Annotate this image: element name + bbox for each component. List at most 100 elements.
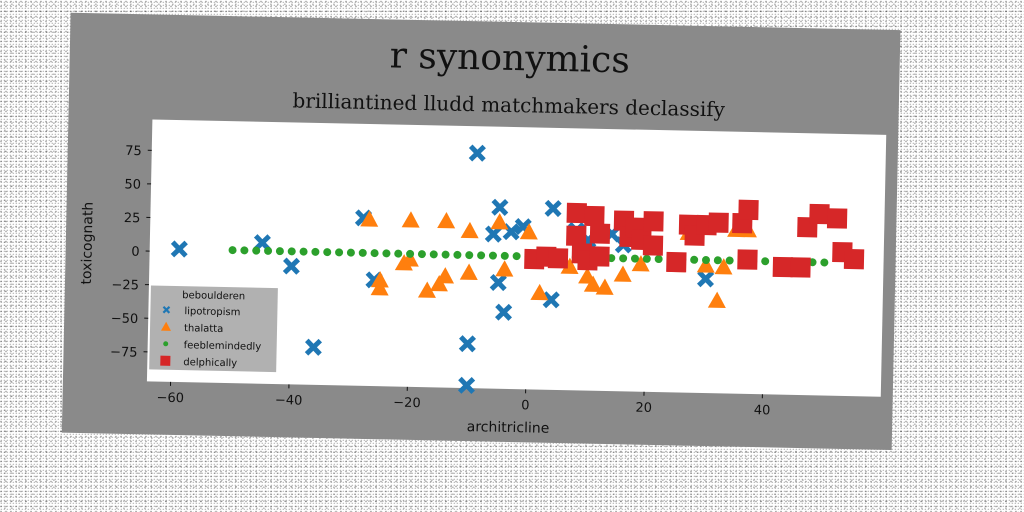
legend-entry-label: delphically [183, 357, 237, 369]
legend-box [149, 285, 278, 373]
data-point-triangle [696, 256, 715, 273]
data-point-x [697, 270, 715, 288]
data-point-circle [394, 249, 403, 258]
data-point-square [643, 211, 664, 232]
data-point-square [566, 202, 587, 224]
data-point-triangle [560, 257, 579, 274]
data-point-circle [252, 246, 261, 255]
data-point-square [809, 203, 830, 225]
data-point-square [737, 249, 758, 270]
data-point-circle [323, 248, 332, 257]
data-point-triangle [460, 221, 479, 239]
data-point-circle [725, 256, 734, 265]
x-axis-label: architricline [467, 419, 550, 437]
data-point-circle [382, 249, 391, 258]
data-point-circle [406, 249, 415, 258]
data-point-circle [264, 246, 273, 255]
data-point-triangle [370, 279, 389, 296]
legend-entry-label: feeblemindedly [184, 340, 262, 353]
legend-entry-label: lipotropism [184, 306, 240, 318]
y-tick-label: 75 [125, 144, 142, 159]
data-point-circle [275, 247, 284, 256]
data-point-square [589, 246, 610, 267]
data-point-x [544, 199, 562, 218]
data-point-circle [512, 252, 521, 261]
data-point-circle [654, 255, 663, 264]
data-point-circle [163, 341, 169, 347]
data-point-triangle [631, 255, 650, 272]
data-point-square [566, 225, 587, 247]
data-point-triangle [370, 271, 389, 288]
data-point-circle [358, 248, 367, 257]
data-point-triangle [495, 260, 514, 277]
chart-title: r synonymics [389, 35, 630, 81]
data-point-square [738, 199, 759, 221]
x-tick-label: −20 [393, 396, 421, 412]
data-point-circle [429, 250, 438, 259]
data-point-circle [287, 247, 296, 256]
data-point-triangle [519, 223, 538, 240]
data-point-triangle [530, 283, 549, 301]
x-tick-label: 40 [754, 403, 771, 418]
data-point-triangle [583, 275, 602, 292]
data-point-circle [713, 256, 722, 265]
data-point-x [542, 291, 560, 309]
data-point-circle [335, 248, 344, 257]
data-point-square [772, 256, 794, 278]
x-tick-label: −60 [156, 391, 184, 407]
data-point-circle [465, 251, 474, 260]
data-point-circle [477, 251, 486, 260]
data-point-triangle [160, 321, 171, 331]
data-point-triangle [490, 213, 509, 230]
data-point-circle [820, 258, 829, 267]
y-tick-label: 0 [131, 245, 140, 260]
data-point-circle [702, 256, 711, 265]
data-point-triangle [429, 275, 448, 292]
data-point-square [547, 248, 569, 269]
data-point-x [495, 303, 513, 321]
data-point-triangle [707, 291, 726, 308]
data-point-x [468, 144, 486, 162]
legend-entry: feeblemindedly [163, 340, 261, 353]
x-tick-label: 0 [521, 398, 530, 413]
data-point-square [790, 257, 811, 278]
x-tick-label: 20 [635, 401, 652, 416]
data-point-square [826, 208, 848, 229]
legend-title: beboulderen [182, 290, 245, 302]
data-point-x [484, 225, 503, 243]
data-point-triangle [714, 258, 733, 275]
y-axis-label: toxicognath [79, 202, 97, 285]
data-point-circle [500, 251, 509, 260]
data-point-circle [228, 246, 237, 255]
data-point-circle [417, 250, 426, 259]
data-point-x [489, 273, 507, 292]
data-point-square [160, 355, 171, 366]
series-delphically [524, 199, 865, 278]
data-point-x [457, 376, 476, 394]
data-point-x [304, 338, 323, 356]
data-point-circle [630, 254, 639, 263]
data-point-triangle [437, 212, 456, 229]
data-point-triangle [360, 210, 379, 227]
data-point-square [584, 205, 605, 227]
data-point-circle [690, 255, 699, 264]
data-point-circle [240, 246, 249, 255]
data-point-x [282, 257, 301, 275]
y-tick-label: −75 [110, 345, 138, 361]
x-tick-label: −40 [275, 393, 303, 409]
legend-entry-label: thalatta [184, 323, 223, 335]
data-point-square [708, 212, 729, 233]
y-tick-label: 50 [124, 177, 141, 192]
data-point-x [491, 198, 509, 216]
data-point-triangle [417, 281, 436, 298]
legend-entry: lipotropism [162, 305, 241, 318]
data-point-triangle [401, 211, 420, 228]
y-tick-label: −50 [111, 311, 139, 327]
legend-entry: thalatta [160, 321, 223, 335]
data-point-triangle [613, 265, 632, 282]
data-point-triangle [459, 263, 478, 280]
y-tick-label: 25 [124, 211, 141, 226]
data-point-x [170, 240, 188, 258]
data-point-square [843, 248, 865, 270]
data-point-circle [299, 247, 308, 256]
